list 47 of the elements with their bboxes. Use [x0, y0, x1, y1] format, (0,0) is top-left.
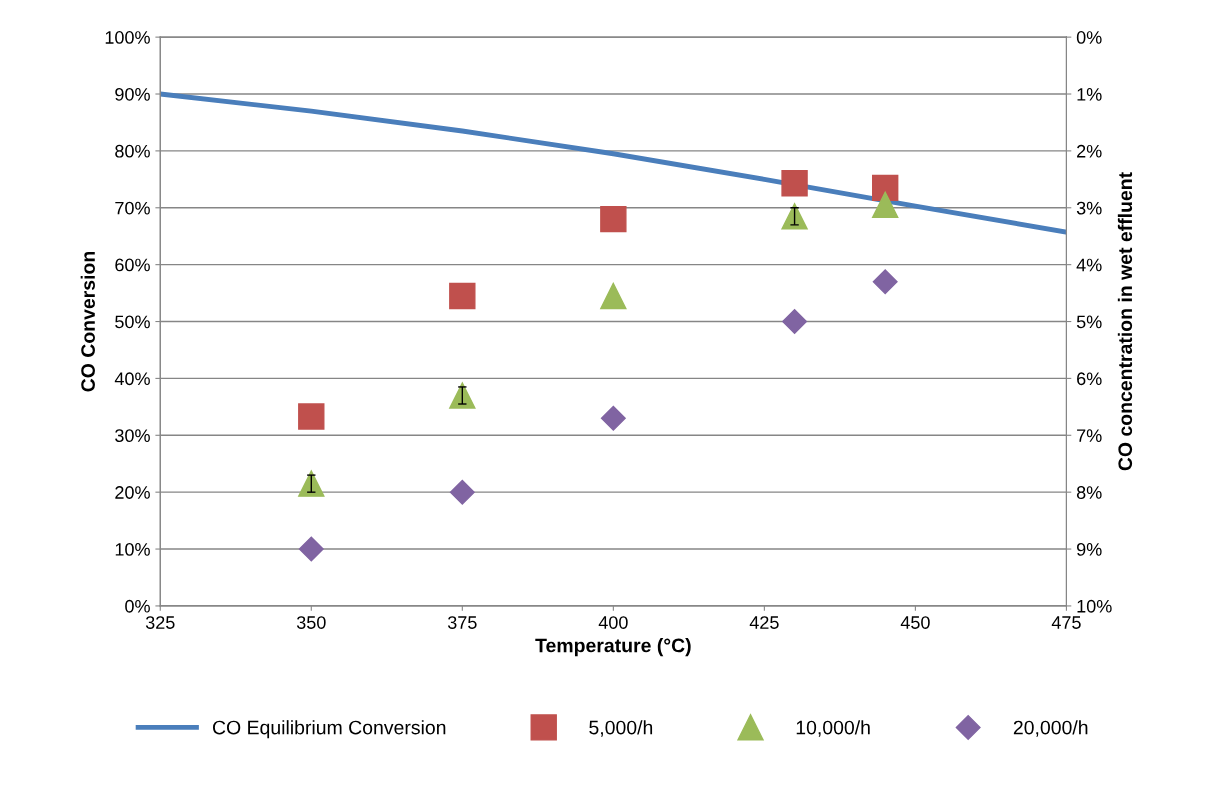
- y-tick-label: 70%: [115, 201, 150, 215]
- point: [298, 536, 324, 562]
- point: [781, 170, 808, 197]
- x-tick-label: 325: [145, 616, 175, 629]
- x-tick-label: 375: [447, 616, 477, 629]
- y2-tick-label: 8%: [1076, 486, 1102, 499]
- y2-tick-label: 6%: [1077, 372, 1102, 386]
- point: [449, 282, 476, 310]
- legend-label: 5,000/h: [589, 720, 653, 737]
- y-tick-label: 100%: [105, 31, 150, 44]
- point: [298, 403, 325, 430]
- y-tick-label: 30%: [115, 429, 150, 443]
- y2-tick-label: 7%: [1077, 429, 1102, 442]
- y2-tick-label: 0%: [1076, 31, 1102, 44]
- y2-tick-label: 2%: [1077, 144, 1102, 158]
- legend-label: CO Equilibrium Conversion: [213, 720, 446, 739]
- legend-label: 20,000/h: [1013, 720, 1088, 737]
- point: [871, 191, 899, 219]
- y-tick-label: 10%: [115, 542, 150, 556]
- y-axis-title: CO Conversion: [80, 251, 95, 392]
- point: [600, 405, 626, 431]
- y-tick-label: 50%: [115, 315, 150, 329]
- y2-tick-label: 9%: [1076, 542, 1102, 556]
- point: [600, 282, 627, 310]
- y-tick-label: 20%: [115, 486, 150, 499]
- point: [872, 269, 898, 295]
- y2-tick-label: 4%: [1076, 258, 1102, 272]
- y-tick-label: 80%: [115, 144, 150, 158]
- y-tick-label: 40%: [114, 372, 150, 386]
- point: [782, 309, 808, 335]
- x-axis-title: Temperature (°C): [535, 638, 691, 657]
- y2-tick-label: 5%: [1076, 315, 1102, 329]
- x-tick-label: 350: [296, 616, 326, 629]
- y-tick-label: 0%: [125, 599, 150, 613]
- y-tick-label: 90%: [115, 87, 150, 101]
- y2-tick-label: 3%: [1076, 201, 1102, 215]
- y2-axis-title: CO concentration in wet effluent: [1117, 172, 1133, 471]
- legend-label: 10,000/h: [796, 720, 870, 737]
- y2-tick-label: 10%: [1077, 599, 1112, 613]
- x-tick-label: 475: [1051, 616, 1081, 629]
- x-tick-label: 400: [598, 616, 628, 629]
- y2-tick-label: 1%: [1077, 88, 1102, 101]
- x-tick-label: 450: [900, 616, 930, 629]
- point: [449, 479, 475, 505]
- y-tick-label: 60%: [115, 258, 150, 272]
- x-tick-label: 425: [749, 616, 779, 629]
- point: [600, 205, 627, 233]
